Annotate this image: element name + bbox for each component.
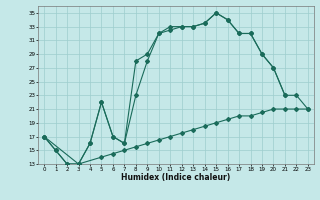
X-axis label: Humidex (Indice chaleur): Humidex (Indice chaleur)	[121, 173, 231, 182]
